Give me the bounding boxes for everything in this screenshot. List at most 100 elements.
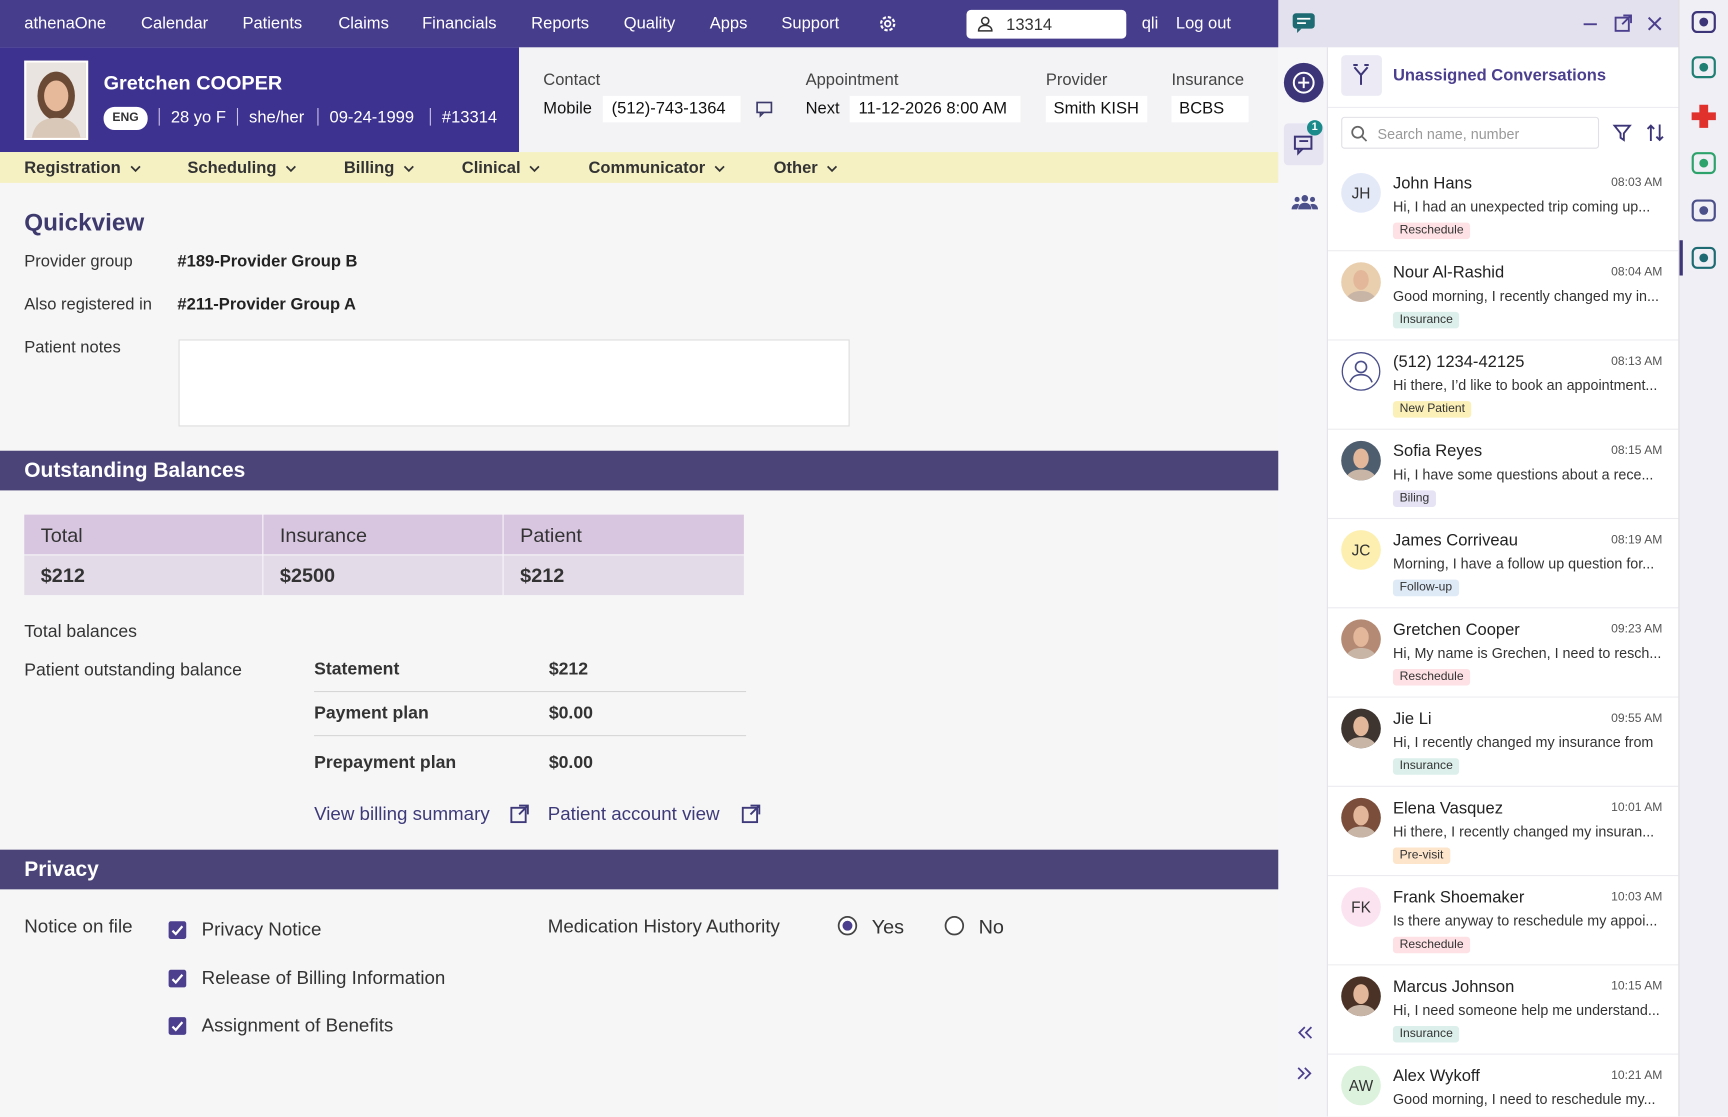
photo-shape (26, 62, 86, 138)
conversation-row[interactable]: Marcus Johnson 10:15 AM Hi, I need someone… (1327, 965, 1679, 1055)
sort-icon[interactable] (1646, 123, 1664, 142)
tag: Insurance (1392, 1025, 1460, 1043)
checkbox-label: Assignment of Benefits (201, 1014, 394, 1036)
brand[interactable]: athenaOne (24, 14, 107, 34)
team-icon[interactable] (1291, 194, 1319, 210)
popout[interactable] (1614, 14, 1632, 32)
app-icon[interactable] (1691, 151, 1717, 175)
nav-item[interactable]: Calendar (141, 14, 209, 34)
message-time: 09:55 AM (1611, 711, 1663, 726)
close[interactable] (1647, 16, 1662, 31)
app-icon[interactable] (1691, 55, 1717, 79)
conversation-row[interactable]: Elena Vasquez 10:01 AM Hi there, I recentl… (1327, 787, 1679, 877)
nav-item[interactable]: Financials (422, 14, 497, 34)
context-value: 11-12-2026 8:00 AM (858, 99, 1008, 118)
conversation-row[interactable]: AW Alex Wykoff 10:21 AM Good morning, I nee… (1328, 1055, 1678, 1117)
tag: Biling (1392, 490, 1436, 507)
menu-item[interactable]: Clinical (462, 160, 541, 176)
checkbox[interactable] (168, 921, 187, 939)
field-label: Medication History Authority (547, 915, 780, 937)
menu-item[interactable]: Other (774, 160, 838, 176)
chevron (714, 165, 725, 172)
menu-item[interactable]: Billing (344, 160, 414, 176)
menu-item[interactable]: Communicator (588, 160, 725, 176)
settings-icon[interactable] (877, 13, 898, 34)
radio[interactable] (837, 916, 858, 936)
separator (158, 107, 160, 126)
nav-item[interactable]: Claims (338, 14, 389, 34)
contact-name: Nour Al-Rashid (1392, 263, 1505, 283)
collapse[interactable] (1297, 1026, 1313, 1039)
avatar (1341, 619, 1381, 660)
radio[interactable] (944, 916, 965, 936)
avatar-shape (1341, 351, 1381, 391)
checkbox-label: Privacy Notice (201, 919, 322, 941)
search-value: 13314 (1006, 15, 1053, 35)
patient-search[interactable]: 13314 (966, 9, 1127, 39)
external-link-icon[interactable] (741, 804, 761, 824)
context-label: Contact (543, 70, 601, 90)
user-icon (977, 16, 993, 32)
checkbox[interactable] (168, 1017, 187, 1035)
tag: Reschedule (1392, 222, 1471, 240)
section-title: Quickview (24, 208, 145, 236)
conversation-row[interactable]: Jie Li 09:55 AM Hi, I recently changed my … (1327, 698, 1679, 787)
table-cell: $212 (24, 555, 263, 596)
panel-body (1327, 47, 1679, 1117)
message-preview: Hi, My name is Grechen, I need to resch.… (1392, 644, 1662, 662)
avatar-shape (1344, 448, 1378, 481)
external-link-icon[interactable] (510, 804, 529, 824)
menu-item[interactable]: Scheduling (187, 158, 296, 178)
checkbox[interactable] (168, 969, 187, 988)
menu-label: Scheduling (187, 158, 277, 178)
nav-item[interactable]: Reports (531, 14, 590, 34)
app-icon[interactable] (1691, 10, 1717, 34)
nav-item[interactable]: Patients (242, 14, 303, 34)
filter-icon[interactable] (1612, 124, 1632, 142)
conversation-row[interactable]: JC James Corriveau 08:19 AM Morning, I have… (1327, 519, 1679, 609)
conversation-row[interactable]: JH John Hans 08:03 AM Hi, I had an unexpect… (1327, 162, 1679, 252)
new-conversation[interactable] (1283, 62, 1324, 103)
search-placeholder: Search name, number (1377, 125, 1520, 143)
panel-title: Unassigned Conversations (1392, 66, 1607, 85)
table-cell: $212 (503, 555, 744, 596)
minimize[interactable] (1583, 15, 1598, 30)
menu-item[interactable]: Registration (24, 160, 141, 176)
search-icon (1351, 125, 1368, 142)
header-text: Insurance (279, 524, 368, 547)
context-value: (512)-743-1364 (611, 99, 726, 118)
conversation-row[interactable]: FK Frank Shoemaker 10:03 AM Is there anyway… (1327, 876, 1679, 966)
contact-name: Gretchen Cooper (1392, 620, 1520, 640)
nav-item[interactable]: Support (781, 14, 840, 34)
chevron (827, 165, 838, 172)
conversation-row[interactable]: Gretchen Cooper 09:23 AM Hi, My name is Gr… (1327, 608, 1679, 698)
conversation-row[interactable]: Nour Al-Rashid 08:04 AM Good morning, I re… (1327, 251, 1679, 341)
context-label: Provider (1045, 70, 1108, 90)
contact-name: James Corriveau (1392, 531, 1518, 550)
panel-rail (1278, 47, 1328, 1117)
avatar (1341, 440, 1381, 481)
detail-label: Prepayment plan (314, 753, 457, 773)
nav-item[interactable]: Quality (623, 14, 676, 34)
badge: 1 (1307, 120, 1323, 136)
app-icon[interactable] (1691, 104, 1717, 128)
route-icon (1353, 64, 1369, 85)
conversation-row[interactable]: (512) 1234-42125 08:13 AM Hi there, I’d li… (1327, 341, 1679, 430)
logout[interactable]: Log out (1175, 14, 1232, 34)
header-text: Patient (520, 524, 582, 547)
patient-detail: 09-24-1999 (329, 107, 415, 127)
nav-item[interactable]: Apps (709, 14, 748, 34)
link[interactable]: Patient account view (547, 803, 720, 825)
conversation-search[interactable]: Search name, number (1341, 116, 1600, 149)
conversation-row[interactable]: Sofia Reyes 08:15 AM Hi, I have some quest… (1327, 430, 1679, 520)
message-time: 10:15 AM (1611, 979, 1663, 993)
app-icon[interactable] (1691, 198, 1717, 222)
tag: Reschedule (1392, 936, 1471, 954)
contact-name: (512) 1234-42125 (1392, 352, 1525, 372)
link[interactable]: View billing summary (314, 803, 490, 825)
expand[interactable] (1297, 1067, 1312, 1080)
message-icon[interactable] (756, 101, 773, 118)
notes-box[interactable] (178, 339, 850, 427)
app-icon[interactable] (1691, 246, 1717, 270)
